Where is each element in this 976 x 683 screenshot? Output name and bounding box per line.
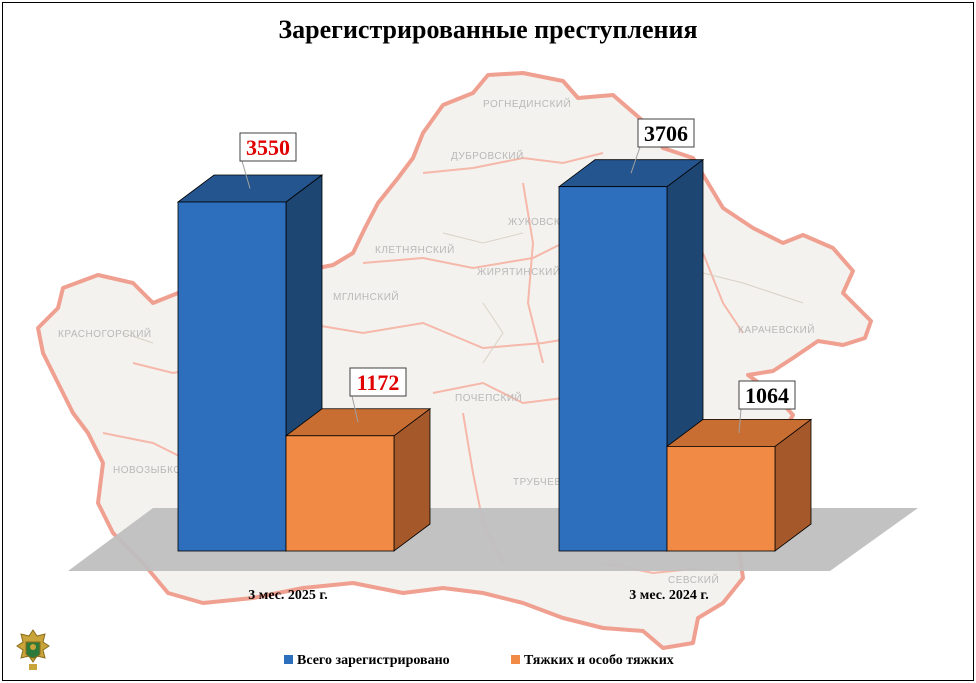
prosecutor-emblem-icon (16, 629, 50, 670)
data-label-box (349, 367, 407, 397)
data-label-box (637, 118, 695, 148)
bar-total-1: 3706 (557, 118, 705, 552)
category-label: 3 мес. 2024 г. (629, 588, 708, 603)
svg-text:КРАСНОГОРСКИЙ: КРАСНОГОРСКИЙ (58, 327, 152, 340)
data-label-box (738, 380, 796, 410)
legend-swatch-serious (511, 655, 520, 664)
bars-group: 3550 1172 3706 1064 (176, 118, 813, 552)
legend-label-serious: Тяжких и особо тяжких (524, 653, 674, 668)
svg-text:ЖУКОВСКИЙ: ЖУКОВСКИЙ (508, 215, 576, 228)
data-label-leader (738, 408, 742, 433)
data-label-box (239, 132, 297, 162)
chart-canvas: РОГНЕДИНСКИЙ ДУБРОВСКИЙ ЖУКОВСКИЙ КЛЕТНЯ… (16, 71, 918, 670)
data-label: 3550 (246, 135, 290, 160)
data-label: 1172 (357, 370, 400, 395)
svg-text:ЖИРЯТИНСКИЙ: ЖИРЯТИНСКИЙ (477, 265, 561, 278)
data-label: 3706 (644, 121, 688, 146)
svg-text:КЛЕТНЯНСКИЙ: КЛЕТНЯНСКИЙ (375, 243, 455, 256)
svg-text:ДУБРОВСКИЙ: ДУБРОВСКИЙ (451, 149, 524, 162)
svg-text:КАРАЧЕВСКИЙ: КАРАЧЕВСКИЙ (738, 323, 815, 336)
svg-text:ПОЧЕПСКИЙ: ПОЧЕПСКИЙ (455, 391, 522, 404)
bar-front (558, 186, 668, 552)
data-label-leader (630, 146, 641, 174)
legend-swatch-total (284, 655, 293, 664)
chart-title: Зарегистрированные преступления (278, 15, 698, 44)
data-label-leader (351, 395, 359, 423)
bar-serious-0: 1172 (284, 367, 432, 552)
category-labels: 3 мес. 2025 г. 3 мес. 2024 г. (248, 588, 708, 603)
bar-serious-1: 1064 (665, 380, 813, 552)
legend-label-total: Всего зарегистрировано (297, 653, 450, 668)
svg-text:МГЛИНСКИЙ: МГЛИНСКИЙ (333, 290, 399, 303)
bar-front (285, 435, 395, 552)
svg-text:СЕВСКИЙ: СЕВСКИЙ (668, 573, 719, 586)
bar-front (177, 201, 287, 552)
data-label: 1064 (745, 383, 789, 408)
data-label-leader (241, 160, 251, 189)
svg-text:РОГНЕДИНСКИЙ: РОГНЕДИНСКИЙ (483, 97, 571, 110)
legend: Всего зарегистрировано Тяжких и особо тя… (284, 653, 674, 668)
bar-front (666, 445, 776, 552)
category-label: 3 мес. 2025 г. (248, 588, 327, 603)
